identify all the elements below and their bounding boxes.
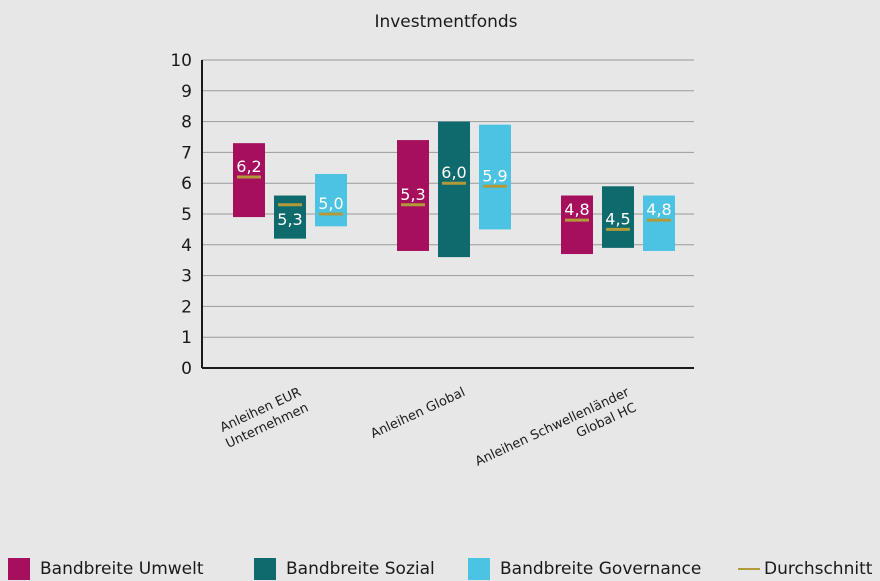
legend-item-sozial: Bandbreite Sozial — [254, 557, 435, 581]
legend-swatch-governance — [468, 558, 490, 580]
data-label: 6,2 — [236, 157, 261, 176]
y-tick-label: 2 — [181, 297, 192, 317]
data-label: 5,3 — [400, 185, 425, 204]
bars — [233, 121, 675, 258]
data-label: 6,0 — [441, 163, 466, 182]
average-lines — [237, 175, 671, 231]
y-tick-label: 7 — [181, 143, 192, 163]
data-label: 4,8 — [564, 200, 589, 219]
bar — [561, 195, 593, 255]
legend-label-sozial: Bandbreite Sozial — [286, 559, 435, 579]
legend-swatch-durchschnitt — [738, 568, 760, 570]
legend-label-umwelt: Bandbreite Umwelt — [40, 559, 204, 579]
data-label: 4,5 — [605, 209, 630, 228]
y-tick-label: 4 — [181, 236, 192, 256]
bar — [643, 195, 675, 251]
legend-swatch-sozial — [254, 558, 276, 580]
y-tick-label: 6 — [181, 174, 192, 194]
legend-item-umwelt: Bandbreite Umwelt — [8, 557, 204, 581]
data-label: 5,0 — [318, 194, 343, 213]
legend-item-governance: Bandbreite Governance — [468, 557, 701, 581]
y-tick-labels: 0 1 2 3 4 5 6 7 8 9 10 — [170, 51, 192, 379]
bar — [438, 121, 470, 258]
legend-item-durchschnitt: Durchschnitt — [738, 557, 872, 581]
legend-swatch-umwelt — [8, 558, 30, 580]
chart-title: Investmentfonds — [374, 12, 517, 32]
legend-label-durchschnitt: Durchschnitt — [764, 559, 873, 579]
y-tick-label: 0 — [181, 359, 192, 379]
bar — [602, 186, 634, 248]
bar — [315, 173, 347, 227]
data-label: 5,9 — [482, 166, 507, 185]
data-labels: 6,2 5,3 5,0 5,3 6,0 5,9 4,8 4,5 4,8 — [236, 157, 671, 229]
y-tick-label: 10 — [170, 51, 192, 71]
bar — [479, 124, 511, 230]
y-tick-label: 8 — [181, 113, 192, 133]
bar — [233, 143, 265, 218]
data-label: 5,3 — [277, 210, 302, 229]
bar — [274, 195, 306, 239]
y-tick-label: 5 — [181, 205, 192, 225]
x-category-label-line: Anleihen Global — [369, 385, 468, 442]
data-label: 4,8 — [646, 200, 671, 219]
y-tick-label: 3 — [181, 267, 192, 287]
bar — [397, 140, 429, 251]
x-category-label: Anleihen Global — [369, 385, 468, 442]
chart-svg: Investmentfonds 0 1 2 3 4 5 6 7 8 9 10 6,2 5,3 5,0 5,… — [170, 12, 694, 470]
legend-label-governance: Bandbreite Governance — [500, 559, 702, 579]
legend: Bandbreite Umwelt Bandbreite Sozial Band… — [0, 557, 880, 581]
y-tick-label: 9 — [181, 82, 192, 102]
y-tick-label: 1 — [181, 328, 192, 348]
